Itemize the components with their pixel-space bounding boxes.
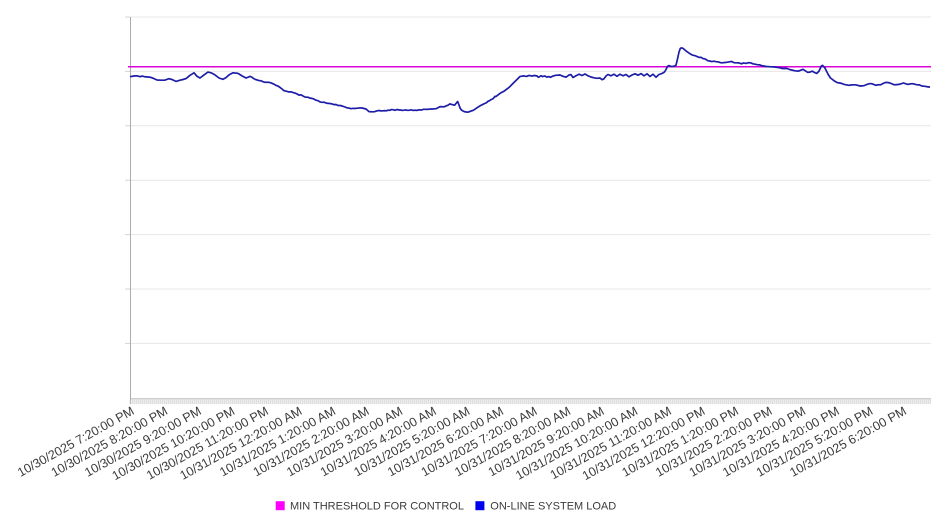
svg-text:ON-LINE SYSTEM LOAD: ON-LINE SYSTEM LOAD xyxy=(490,501,616,513)
svg-text:MIN THRESHOLD FOR CONTROL: MIN THRESHOLD FOR CONTROL xyxy=(290,501,464,513)
